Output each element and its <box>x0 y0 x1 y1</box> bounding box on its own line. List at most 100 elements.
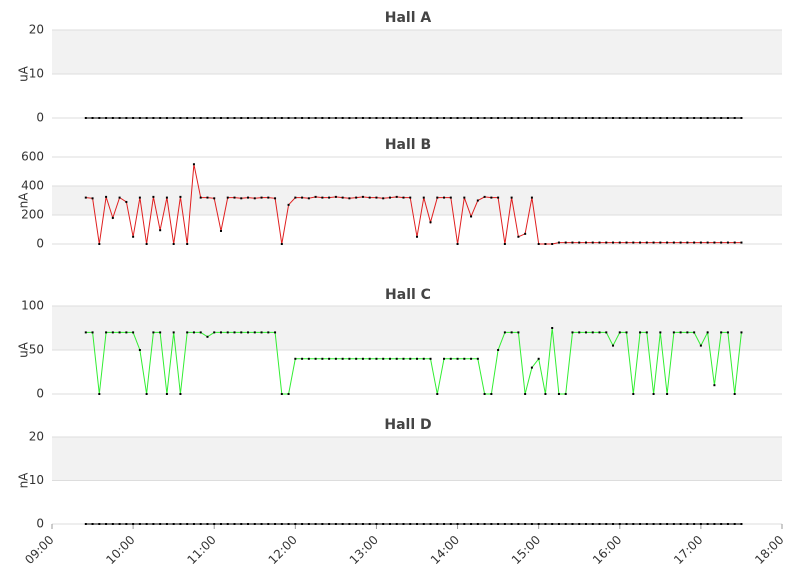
data-point <box>382 117 385 119</box>
data-point <box>105 195 108 198</box>
y-tick-label: 10 <box>29 473 44 487</box>
data-point <box>213 117 216 119</box>
data-point <box>118 523 121 525</box>
data-point <box>470 117 473 119</box>
data-point <box>449 357 452 360</box>
data-point <box>172 117 175 119</box>
data-point <box>145 243 148 245</box>
data-point <box>179 393 182 395</box>
data-point <box>267 117 270 119</box>
data-point <box>98 117 101 119</box>
data-point <box>639 331 642 334</box>
data-point <box>463 357 466 360</box>
data-point <box>443 117 446 119</box>
data-point <box>524 117 527 119</box>
data-point <box>416 357 418 360</box>
data-point <box>416 523 418 525</box>
data-point <box>584 241 587 244</box>
data-point <box>260 523 263 525</box>
data-point <box>159 117 162 119</box>
data-point <box>530 366 533 369</box>
data-point <box>429 357 432 360</box>
data-point <box>328 523 331 525</box>
data-point <box>388 523 391 525</box>
data-point <box>348 117 351 119</box>
data-point <box>334 523 337 525</box>
x-tick-label: 18:00 <box>752 533 786 567</box>
data-point <box>260 117 263 119</box>
x-tick-label: 13:00 <box>347 533 381 567</box>
data-point <box>355 117 358 119</box>
data-point <box>429 221 432 224</box>
data-point <box>165 196 168 199</box>
data-point <box>247 523 250 525</box>
data-point <box>524 523 527 525</box>
data-point <box>382 357 385 360</box>
data-point <box>321 523 324 525</box>
data-point <box>111 331 114 334</box>
data-point <box>192 163 195 166</box>
data-point <box>402 523 405 525</box>
data-point <box>375 196 378 199</box>
data-point <box>422 523 425 525</box>
data-point <box>280 117 283 119</box>
data-point <box>720 117 723 119</box>
data-point <box>584 331 587 334</box>
data-point <box>186 523 189 525</box>
data-point <box>490 523 493 525</box>
data-point <box>307 117 310 119</box>
data-point <box>199 196 202 199</box>
data-point <box>456 523 459 525</box>
chart-title: Hall A <box>385 10 432 26</box>
data-point <box>125 523 128 525</box>
data-point <box>679 331 682 334</box>
data-point <box>98 523 101 525</box>
data-point <box>145 117 148 119</box>
data-point <box>557 117 560 119</box>
data-point <box>740 331 743 334</box>
x-tick-label: 17:00 <box>671 533 705 567</box>
data-point <box>274 523 277 525</box>
data-point <box>476 357 479 360</box>
data-point <box>436 196 439 199</box>
data-point <box>503 331 506 334</box>
data-point <box>314 357 317 360</box>
data-point <box>497 523 500 525</box>
data-point <box>740 523 743 525</box>
data-point <box>693 523 696 525</box>
data-point <box>388 196 391 199</box>
data-point <box>267 523 270 525</box>
data-point <box>98 243 101 245</box>
data-point <box>686 117 689 119</box>
data-point <box>395 523 398 525</box>
data-point <box>476 523 479 525</box>
y-tick-label: 0 <box>36 387 44 401</box>
y-tick-label: 200 <box>21 208 44 222</box>
data-point <box>192 523 195 525</box>
data-point <box>409 523 412 525</box>
data-point <box>530 523 533 525</box>
data-point <box>361 117 364 119</box>
data-point <box>591 523 594 525</box>
data-point <box>206 117 209 119</box>
data-point <box>152 117 155 119</box>
data-point <box>537 357 540 360</box>
data-point <box>483 393 486 395</box>
data-point <box>490 117 493 119</box>
data-point <box>328 196 331 199</box>
x-tick-label: 12:00 <box>266 533 300 567</box>
data-point <box>321 117 324 119</box>
data-point <box>368 117 371 119</box>
series-line <box>85 327 742 395</box>
data-point <box>659 523 662 525</box>
data-point <box>267 196 270 199</box>
y-tick-label: 100 <box>21 299 44 313</box>
y-tick-label: 50 <box>29 343 44 357</box>
data-point <box>314 523 317 525</box>
data-point <box>483 195 486 198</box>
data-point <box>639 523 642 525</box>
data-point <box>618 241 621 244</box>
data-point <box>247 331 250 334</box>
data-point <box>672 523 675 525</box>
data-point <box>693 117 696 119</box>
